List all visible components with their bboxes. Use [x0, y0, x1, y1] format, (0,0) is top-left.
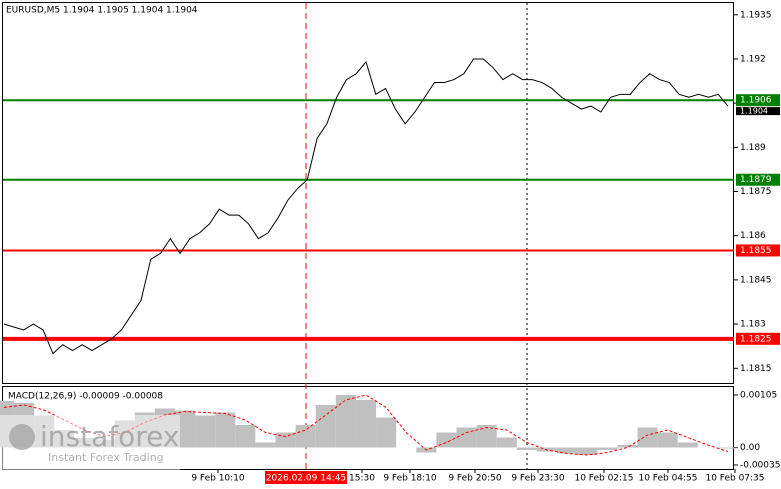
macd-bar [677, 442, 698, 448]
level-tag-label: 1.1855 [740, 246, 772, 256]
x-tick-label: 9 Feb 20:50 [448, 474, 502, 484]
level-tag [736, 173, 780, 186]
macd-bar [295, 425, 316, 448]
macd-bar [597, 447, 618, 450]
macd-bar [235, 425, 256, 448]
cursor-label: 2026.02.09 14:45 [266, 474, 346, 484]
signal-line [3, 394, 729, 456]
macd-bar [114, 420, 135, 448]
watermark-logo [9, 424, 35, 450]
watermark: instaforex Instant Forex Trading [0, 415, 180, 489]
x-tick-label: 15:30 [349, 474, 375, 484]
macd-bar [34, 415, 55, 448]
macd-bar [335, 395, 356, 448]
x-tick-label: 9 Feb 18:10 [383, 474, 437, 484]
macd-bar [617, 445, 638, 448]
macd-bar [376, 417, 397, 448]
macd-bar [557, 447, 578, 454]
macd-title: MACD(12,26,9) -0.00009 -0.00008 [8, 392, 163, 402]
level-tag-label: 1.1879 [740, 175, 772, 185]
x-tick-label: 10 Feb 07:35 [705, 474, 764, 484]
macd-bar [456, 427, 477, 448]
macd-bar [476, 425, 497, 448]
level-tag-label: 1.1906 [740, 96, 772, 106]
chart-title: EURUSD,M5 1.1904 1.1905 1.1904 1.1904 [6, 6, 198, 16]
y-tick-label: 0.00 [740, 443, 760, 453]
macd-bar [215, 412, 236, 448]
x-tick-label: 9 Feb 23:30 [511, 474, 565, 484]
macd-bar [637, 427, 658, 448]
y-tick-label: 1.186 [740, 231, 766, 241]
macd-bar [54, 430, 75, 448]
macd-bar [255, 442, 276, 448]
price-tag [736, 107, 780, 116]
y-tick-label: 1.1875 [740, 187, 772, 197]
macd-bar [195, 415, 216, 448]
y-tick-label: 1.189 [740, 143, 766, 153]
x-tick-label: 10 Feb 04:55 [638, 474, 697, 484]
macd-bar [717, 447, 739, 449]
macd-bar [496, 437, 517, 448]
macd-bar [275, 432, 296, 448]
y-tick-label: 1.1845 [740, 275, 772, 285]
y-tick-label: -0.00035 [740, 461, 780, 471]
macd-bar [577, 447, 598, 455]
marks: 1.19351.1921.19051.1891.18751.1861.18451… [0, 10, 780, 484]
macd-bar [355, 400, 377, 448]
watermark-brand: instaforex [40, 420, 179, 453]
price-line [3, 58, 729, 355]
x-tick-label: 9 Feb 10:10 [191, 474, 245, 484]
price-pane [2, 2, 734, 384]
y-tick-label: 1.1935 [740, 10, 772, 20]
macd-bar [134, 412, 155, 448]
macd-bar [94, 439, 115, 448]
macd-bar [657, 432, 678, 448]
macd-bar [154, 408, 175, 448]
y-tick-label: 1.1815 [740, 364, 772, 374]
y-tick-label: 0.00105 [740, 391, 777, 401]
level-tag [736, 332, 780, 345]
y-tick-label: 1.183 [740, 320, 766, 330]
macd-bar [315, 405, 336, 448]
level-tag [736, 244, 780, 257]
cursor-box [265, 471, 347, 484]
macd-bar [74, 438, 95, 448]
x-tick-label: 10 Feb 02:15 [574, 474, 633, 484]
level-tag [736, 94, 780, 107]
level-tag-label: 1.1825 [740, 334, 772, 344]
macd-bar [174, 410, 196, 448]
macd-bar [436, 432, 457, 448]
price-tag-label: 1.1904 [740, 107, 768, 116]
watermark-tagline: Instant Forex Trading [48, 451, 164, 464]
macd-bar [516, 447, 537, 450]
y-tick-label: 1.192 [740, 54, 766, 64]
